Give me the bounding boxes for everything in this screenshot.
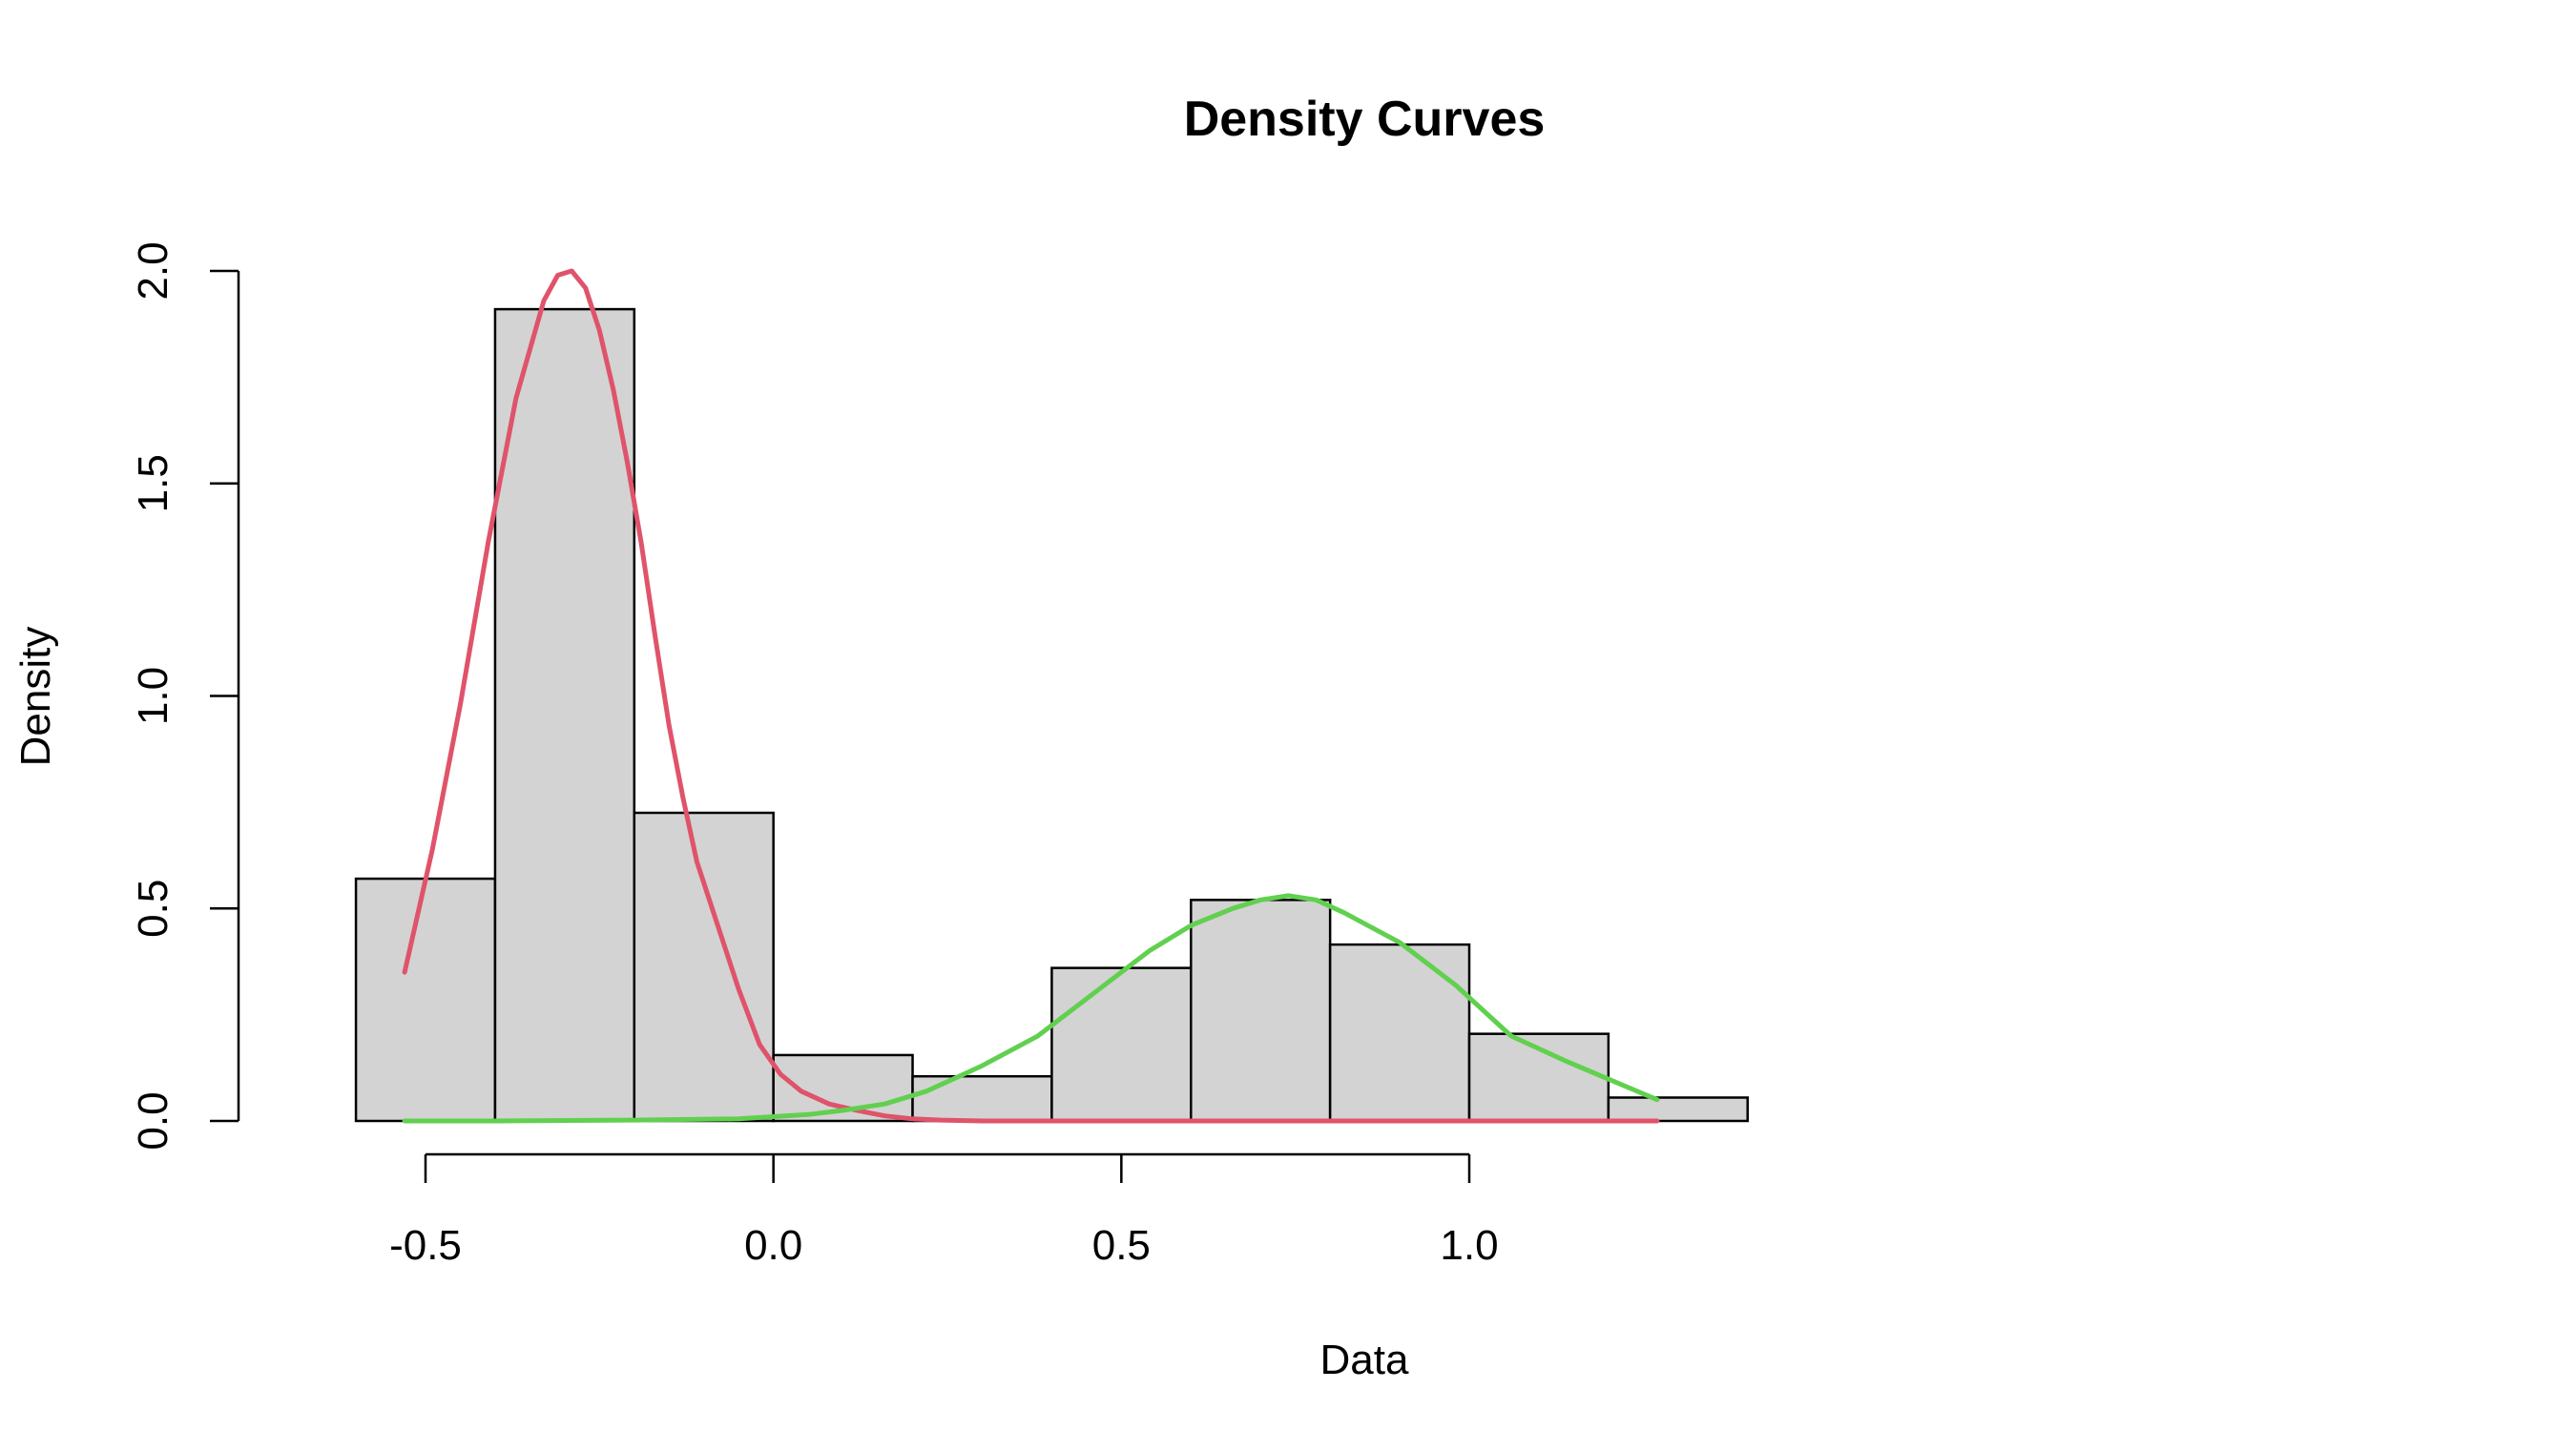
density-curves: [402, 268, 1660, 1124]
y-tick-label: 0.0: [130, 1091, 177, 1150]
histogram-bar: [1607, 1096, 1749, 1123]
x-tick-label: 0.5: [1092, 1222, 1151, 1269]
x-tick-label: 1.0: [1440, 1222, 1498, 1269]
y-tick-label: 1.5: [130, 454, 177, 512]
histogram-bar: [1190, 899, 1332, 1123]
density-curve-red: [402, 268, 1660, 1124]
histogram-bar: [633, 811, 775, 1123]
y-tick-label: 1.0: [130, 667, 177, 725]
x-axis: -0.5 0.0 0.5 1.0: [389, 1152, 1499, 1269]
y-axis-label: Density: [12, 627, 59, 767]
histogram-bar: [1050, 966, 1193, 1123]
chart-title: Density Curves: [1184, 92, 1546, 147]
histogram-bar: [354, 877, 497, 1123]
histogram-bars: [354, 307, 1749, 1123]
density-curve-green: [402, 893, 1660, 1124]
y-tick-label: 0.5: [130, 880, 177, 938]
y-tick-label: 2.0: [130, 241, 177, 300]
histogram-bar: [911, 1074, 1053, 1123]
y-axis: 0.0 0.5 1.0 1.5 2.0: [130, 241, 240, 1151]
x-axis-label: Data: [1320, 1337, 1409, 1383]
histogram-bar: [1328, 943, 1471, 1123]
x-tick-label: -0.5: [389, 1222, 462, 1269]
x-tick-label: 0.0: [744, 1222, 802, 1269]
histogram-bar: [493, 307, 636, 1123]
